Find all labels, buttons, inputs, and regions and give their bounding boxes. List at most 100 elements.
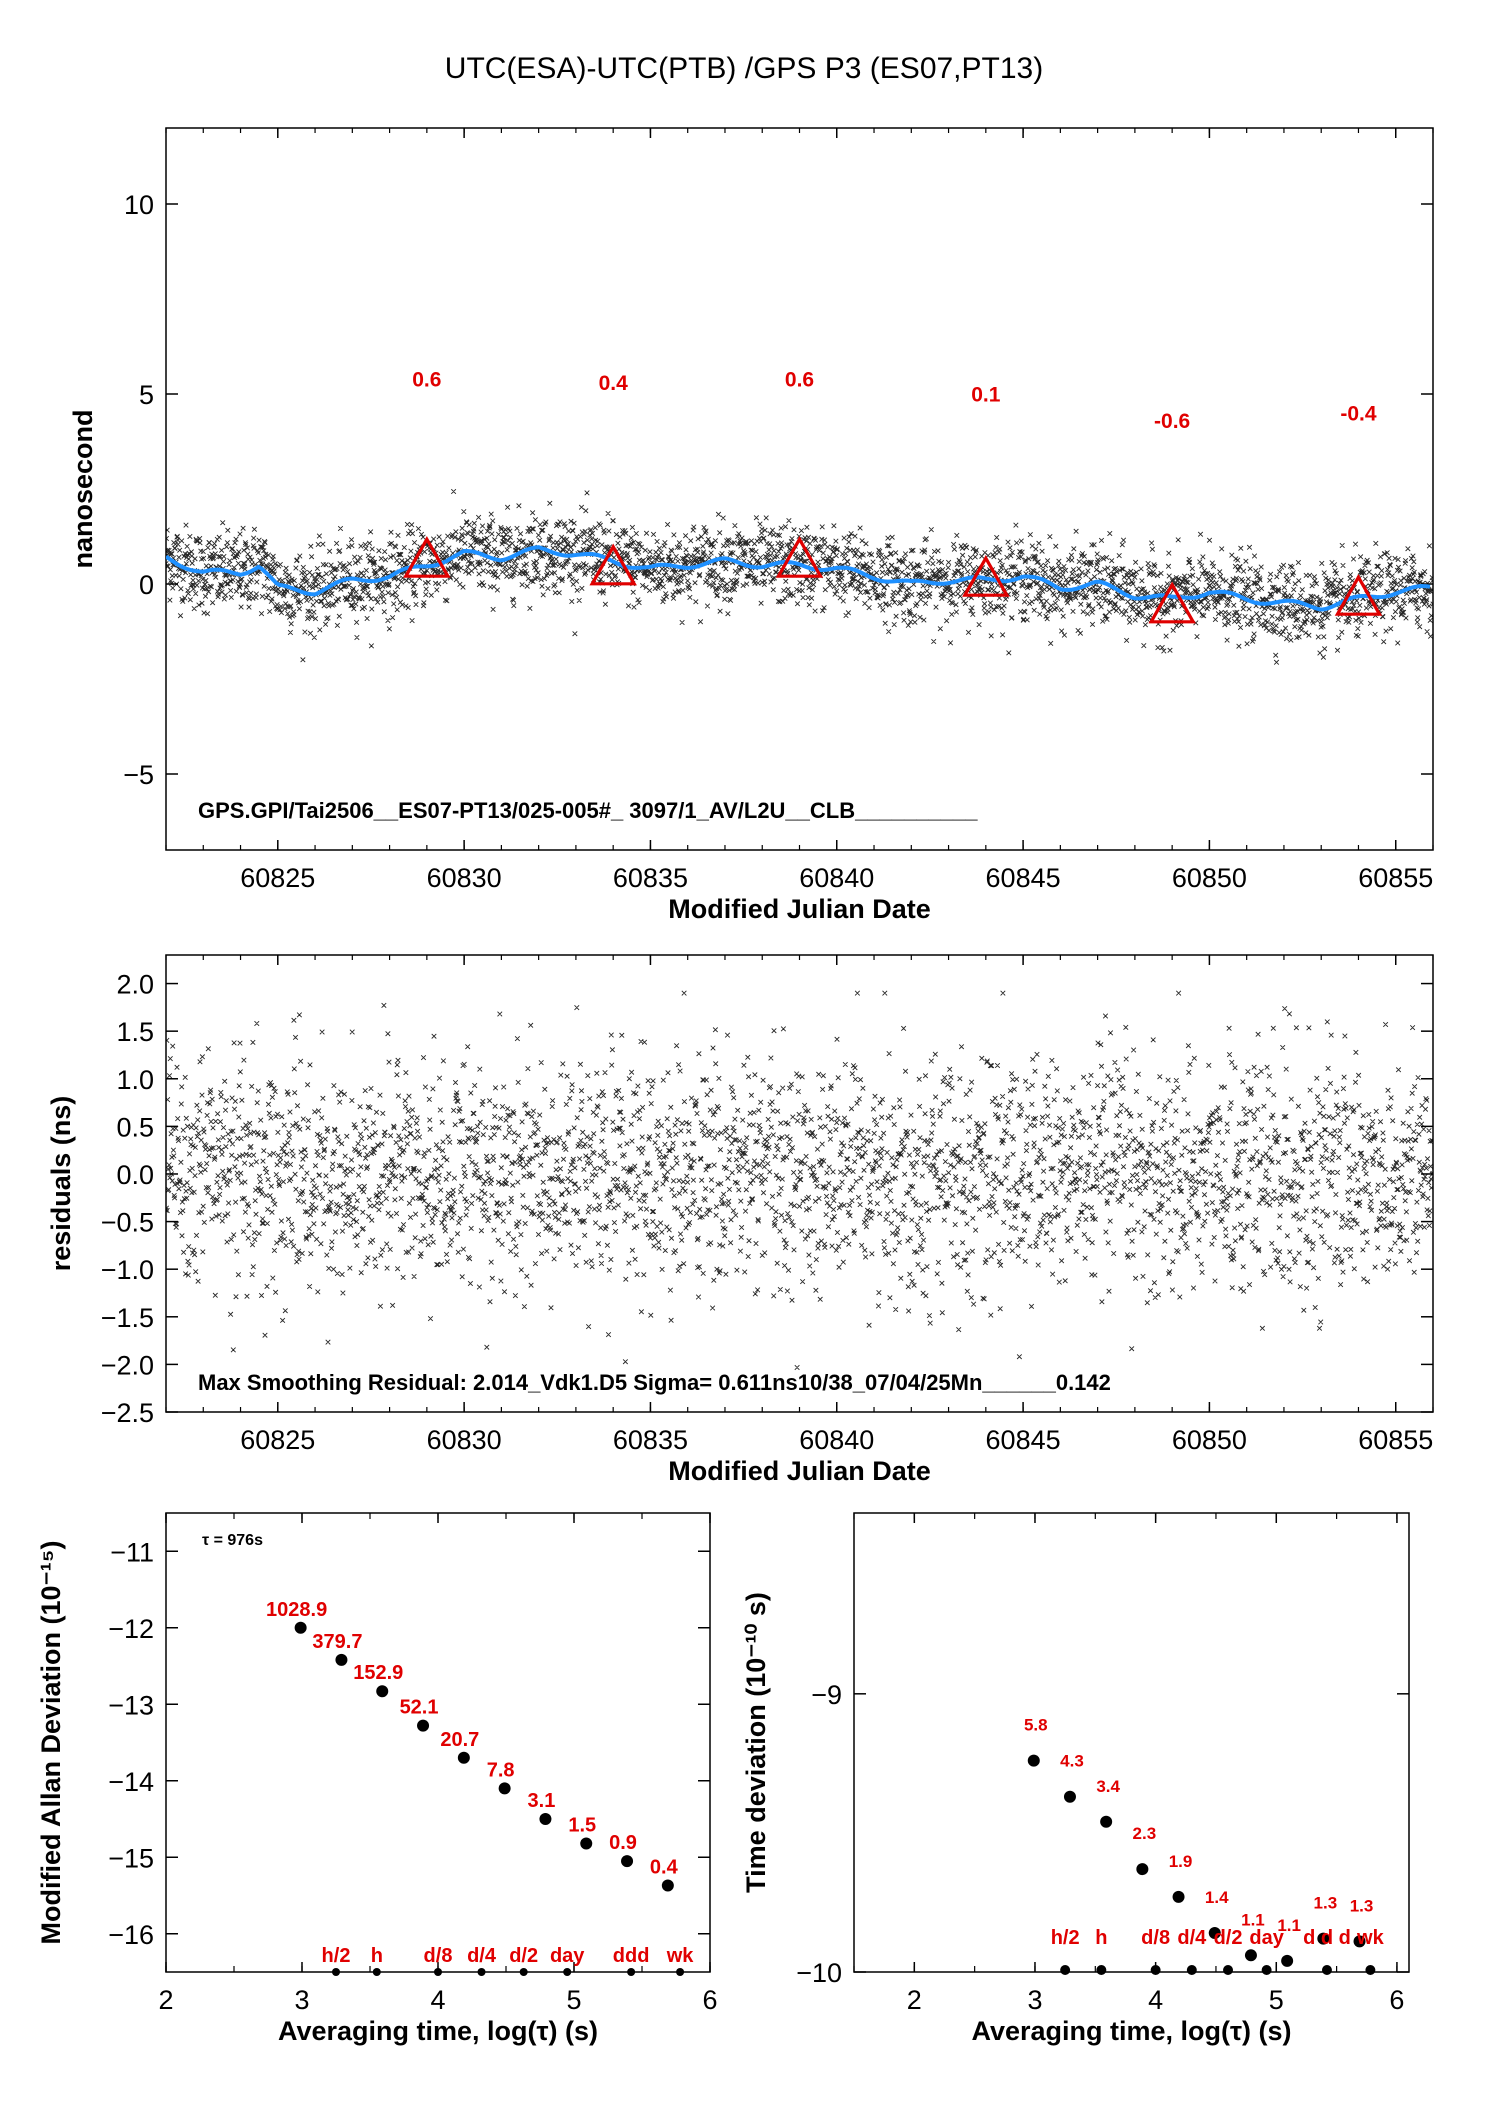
interval-marker (1060, 1965, 1071, 1975)
x-tick-label: 60840 (799, 863, 874, 893)
tdev-point (1172, 1890, 1185, 1903)
tdev-point-label: 1.3 (1314, 1894, 1338, 1913)
y-tick-label: −11 (110, 1537, 154, 1567)
triangle-marker (1334, 573, 1383, 616)
triangle-marker (403, 535, 451, 578)
x-axis-label: Averaging time, log(τ) (s) (971, 2016, 1291, 2046)
interval-label: d d d (1303, 1927, 1351, 1949)
x-tick-label: 60855 (1358, 1425, 1433, 1455)
adev-point-label: 152.9 (353, 1662, 403, 1684)
interval-label: d/2 (1214, 1927, 1243, 1949)
y-tick-label: −15 (108, 1843, 154, 1873)
interval-label: ddd (613, 1945, 650, 1967)
x-tick-label: 3 (1027, 1985, 1042, 2015)
y-tick-label: 0.5 (116, 1112, 154, 1142)
interval-marker (1261, 1965, 1272, 1975)
x-tick-label: 60825 (240, 1425, 315, 1455)
interval-marker (372, 1968, 381, 1976)
tdev-point (1208, 1927, 1221, 1940)
adev-point (661, 1879, 674, 1892)
adev-point (539, 1813, 552, 1825)
tdev-point (1136, 1863, 1149, 1876)
x-tick-label: 60835 (613, 1425, 688, 1455)
interval-marker (1223, 1965, 1234, 1975)
tdev-point (1244, 1949, 1257, 1962)
y-tick-label: −2.0 (101, 1350, 154, 1380)
residual-marks (166, 990, 1433, 1371)
interval-marker (1150, 1965, 1161, 1975)
plot-frame (853, 1512, 1410, 1973)
residuals-plot: 60825 60830 60835 60840 60845 60850 60855 2.0 1.… (46, 954, 1434, 1486)
x-tick-label: 60840 (799, 1425, 874, 1455)
y-tick-label: −0.5 (101, 1208, 154, 1238)
adev-point-label: 379.7 (312, 1631, 362, 1653)
triangle-value-label: 0.6 (412, 368, 441, 391)
interval-marker (519, 1968, 528, 1976)
x-tick-label: 4 (1148, 1985, 1163, 2015)
interval-label: wk (666, 1945, 695, 1967)
adev-point (376, 1685, 389, 1698)
interval-marker (1186, 1965, 1197, 1975)
tdev-point (1063, 1790, 1076, 1803)
interval-label: h/2 (1051, 1927, 1080, 1949)
y-tick-label: 0 (139, 570, 154, 600)
interval-label: day (550, 1945, 585, 1967)
x-tick-label: 60825 (240, 863, 315, 893)
x-tick-label: 5 (566, 1985, 581, 2015)
triangle-marker (1148, 581, 1196, 624)
tdev-point-label: 2.3 (1133, 1824, 1157, 1843)
x-tick-label: 60835 (613, 863, 688, 893)
plot-frame (165, 954, 1434, 1413)
y-tick-label: 0.0 (116, 1160, 154, 1190)
plot-frame (165, 1512, 711, 1973)
x-axis-label: Averaging time, log(τ) (s) (278, 2016, 598, 2046)
y-axis-label: nanosecond (68, 409, 98, 568)
tdev-point-label: 1.1 (1241, 1910, 1265, 1929)
allan-deviation-plot: 2 3 4 5 6 −11 −12 −13 −14 −15 −16 Averaging time, l… (36, 1512, 718, 2046)
residual-points (166, 990, 1433, 1371)
interval-label: h (1095, 1927, 1107, 1949)
x-tick-label: 60845 (986, 1425, 1061, 1455)
adev-point (580, 1837, 593, 1850)
page-title: UTC(ESA)-UTC(PTB) /GPS P3 (ES07,PT13) (445, 52, 1043, 85)
y-axis-label: Modified Allan Deviation (10⁻¹⁵) (36, 1541, 66, 1945)
tdev-point-label: 1.3 (1350, 1896, 1374, 1915)
plot-frame (165, 127, 1434, 851)
smooth-line (166, 545, 1431, 612)
x-tick-label: 60830 (427, 863, 502, 893)
x-tick-label: 2 (158, 1985, 173, 2015)
tdev-point-label: 1.9 (1169, 1852, 1193, 1871)
tdev-point (1027, 1754, 1040, 1767)
tau-note: τ = 976s (202, 1532, 263, 1549)
adev-point-label: 0.9 (609, 1832, 637, 1854)
adev-point (335, 1653, 348, 1666)
interval-marker (676, 1968, 685, 1976)
interval-label: day (1249, 1927, 1284, 1949)
x-tick-label: 6 (702, 1985, 717, 2015)
x-tick-label: 2 (907, 1985, 922, 2015)
interval-label: d/8 (1141, 1927, 1170, 1949)
y-tick-label: −2.5 (101, 1398, 154, 1428)
y-tick-label: −9 (811, 1680, 842, 1710)
y-tick-label: −1.0 (101, 1255, 154, 1285)
adev-point-label: 3.1 (528, 1790, 556, 1812)
adev-point (417, 1719, 430, 1732)
triangle-marker (962, 554, 1010, 597)
adev-point-label: 52.1 (400, 1697, 439, 1719)
interval-marker (332, 1968, 340, 1976)
y-tick-label: −16 (108, 1920, 154, 1950)
tdev-point-label: 1.1 (1277, 1916, 1301, 1935)
triangle-marker (775, 535, 824, 578)
interval-label: d/8 (424, 1945, 453, 1967)
tdev-point-label: 3.4 (1096, 1777, 1120, 1796)
y-tick-label: −1.5 (101, 1303, 154, 1333)
x-tick-label: 60850 (1172, 863, 1247, 893)
x-tick-label: 5 (1269, 1985, 1284, 2015)
x-tick-label: 60830 (427, 1425, 502, 1455)
triangle-value-label: 0.1 (971, 384, 1001, 407)
triangle-value-label: -0.6 (1154, 410, 1190, 433)
interval-marker (1096, 1965, 1107, 1975)
interval-marker (477, 1968, 486, 1976)
y-tick-label: 10 (124, 190, 154, 220)
